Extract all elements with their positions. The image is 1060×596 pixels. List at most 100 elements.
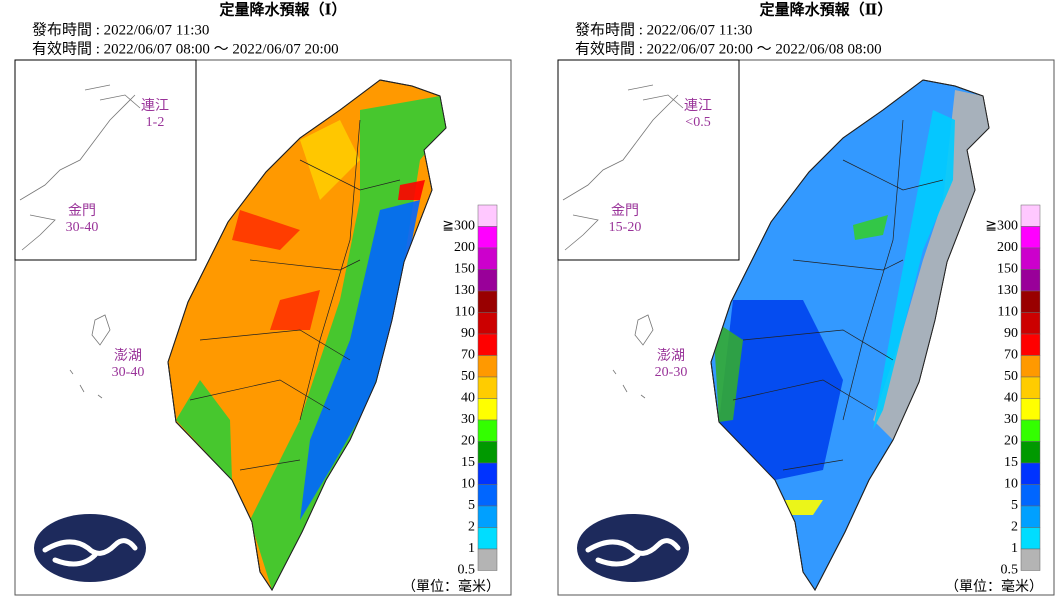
legend-label: 1	[468, 541, 475, 556]
legend-label: 10	[1004, 477, 1018, 492]
rain-area	[713, 320, 743, 422]
unit-label: （單位：毫米）	[945, 578, 1043, 595]
legend-swatch	[477, 505, 498, 528]
legend-label: 15	[461, 455, 475, 470]
panel-title: 定量降水預報（Ⅰ）	[219, 0, 346, 18]
rain-area	[398, 180, 425, 200]
legend-label: 90	[1004, 326, 1018, 341]
legend-label: ≧300	[985, 219, 1018, 234]
place-rain: <0.5	[685, 115, 710, 130]
legend-swatch	[1020, 333, 1041, 356]
legend-label: 0.5	[1001, 563, 1019, 578]
legend-swatch	[477, 548, 498, 571]
place-rain: 20-30	[655, 365, 688, 380]
penghu-islands	[612, 314, 654, 399]
place-name: 金門	[68, 203, 96, 219]
place-rain: 1-2	[146, 115, 165, 130]
place-rain: 30-40	[112, 365, 145, 380]
legend-swatch	[477, 462, 498, 485]
coastline	[19, 84, 141, 251]
rain-area	[176, 380, 232, 480]
rain-areas	[176, 96, 446, 590]
inset-frame	[14, 59, 197, 261]
place-rain: 30-40	[66, 220, 99, 235]
place-name: 連江	[684, 98, 712, 114]
rain-area	[232, 210, 300, 250]
panel: 定量降水預報（Ⅱ） 發布時間 : 2022/06/07 11:30 有效時間 : 2…	[557, 0, 1055, 596]
legend-swatch	[1020, 376, 1041, 399]
rain-area	[270, 290, 320, 330]
legend-swatch	[1020, 484, 1041, 507]
rain-area	[873, 110, 955, 430]
legend-label: 130	[454, 283, 475, 298]
legend-label: 90	[461, 326, 475, 341]
agency-logo	[577, 514, 689, 582]
legend-swatch	[477, 398, 498, 421]
legend-label: 110	[998, 305, 1018, 320]
agency-logo	[34, 514, 146, 582]
legend-swatch	[477, 204, 498, 227]
place-rain: 15-20	[609, 220, 642, 235]
legend-label: 110	[455, 305, 475, 320]
rain-area	[873, 90, 989, 440]
legend-swatch	[1020, 419, 1041, 442]
rain-area	[719, 300, 843, 480]
county-borders	[189, 119, 401, 471]
county-borders	[732, 119, 944, 471]
coastline	[562, 84, 684, 251]
legend-swatch	[1020, 204, 1041, 227]
legend-label: 30	[461, 412, 475, 427]
legend-swatch	[477, 419, 498, 442]
panel-title: 定量降水預報（Ⅱ）	[760, 0, 893, 18]
legend-label: 30	[1004, 412, 1018, 427]
place-name: 澎湖	[657, 348, 685, 364]
legend-swatch	[477, 484, 498, 507]
legend-swatch	[1020, 398, 1041, 421]
panel: 定量降水預報（Ⅰ） 發布時間 : 2022/06/07 11:30 有效時間 : 2…	[14, 0, 512, 596]
legend-label: 50	[1004, 369, 1018, 384]
legend-swatch	[1020, 441, 1041, 464]
legend-swatch	[477, 269, 498, 292]
legend-swatch	[477, 247, 498, 270]
legend-swatch	[477, 376, 498, 399]
valid-time: 有效時間 : 2022/06/07 20:00 ～ 2022/06/08 08:…	[575, 40, 882, 57]
rain-area	[853, 215, 888, 240]
legend-label: 50	[461, 369, 475, 384]
place-name: 澎湖	[114, 348, 142, 364]
legend-swatch	[1020, 355, 1041, 378]
place-name: 連江	[141, 98, 169, 114]
valid-time: 有效時間 : 2022/06/07 08:00 ～ 2022/06/07 20:…	[32, 40, 339, 57]
legend-swatch	[1020, 312, 1041, 335]
legend-swatch	[1020, 247, 1041, 270]
legend-label: 70	[461, 348, 475, 363]
issue-time: 發布時間 : 2022/06/07 11:30	[32, 21, 209, 38]
legend-swatch	[477, 290, 498, 313]
legend-label: 20	[461, 434, 475, 449]
legend-label: 1	[1011, 541, 1018, 556]
legend-label: ≧300	[442, 219, 475, 234]
legend-label: 15	[1004, 455, 1018, 470]
legend-swatch	[1020, 548, 1041, 571]
legend-label: 40	[461, 391, 475, 406]
legend-swatch	[1020, 290, 1041, 313]
legend-swatch	[477, 226, 498, 249]
rain-area	[300, 200, 420, 520]
legend-label: 200	[997, 240, 1018, 255]
legend-label: 130	[997, 283, 1018, 298]
legend-swatch	[477, 312, 498, 335]
legend-label: 10	[461, 477, 475, 492]
inset-frame	[557, 59, 740, 261]
legend-label: 5	[1011, 498, 1018, 513]
legend-label: 40	[1004, 391, 1018, 406]
legend-swatch	[477, 333, 498, 356]
rain-areas	[713, 90, 989, 515]
legend-swatch	[1020, 462, 1041, 485]
rain-area	[783, 500, 823, 515]
legend-swatch	[477, 527, 498, 550]
logo-swirl	[585, 538, 681, 567]
legend-swatch	[477, 355, 498, 378]
legend-swatch	[1020, 527, 1041, 550]
legend-label: 2	[1011, 520, 1018, 535]
legend-label: 0.5	[458, 563, 476, 578]
